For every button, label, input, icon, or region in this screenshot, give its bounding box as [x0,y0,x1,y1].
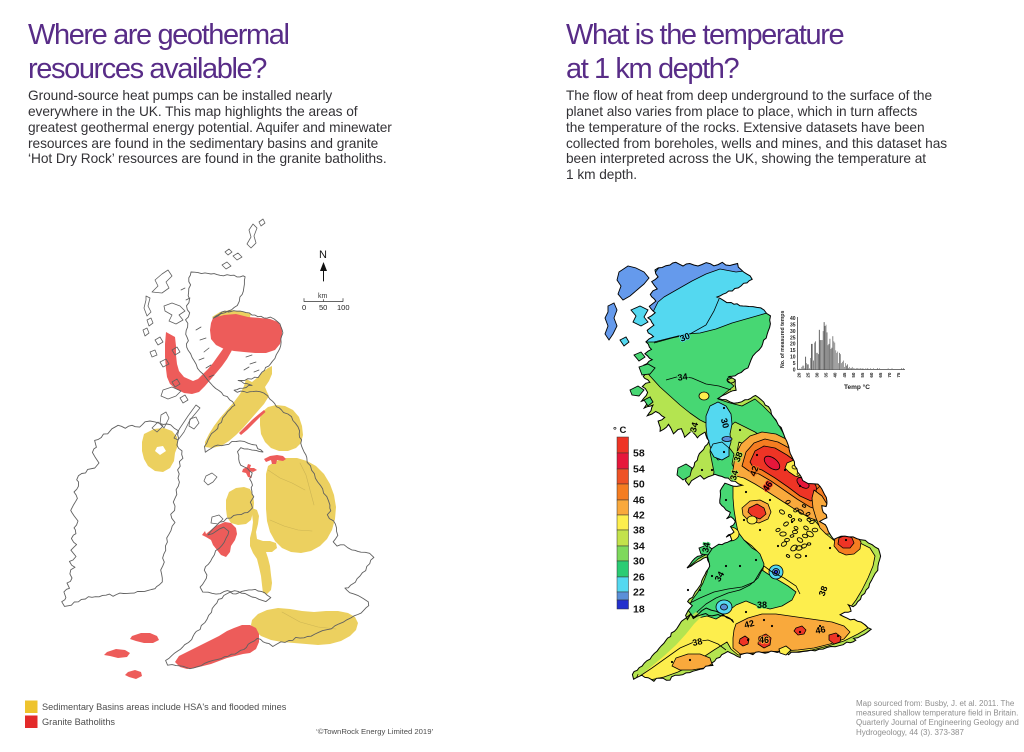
svg-text:‘©TownRock Energy Limited 2019: ‘©TownRock Energy Limited 2019’ [316,727,433,736]
svg-text:30: 30 [790,329,796,335]
svg-text:° C: ° C [613,425,626,436]
svg-text:Quarterly Journal of Engineeri: Quarterly Journal of Engineering Geology… [856,718,1019,727]
svg-text:38: 38 [633,525,645,537]
svg-text:70: 70 [887,372,892,378]
svg-text:30: 30 [815,372,820,378]
svg-text:26: 26 [633,572,645,584]
svg-text:42: 42 [743,618,755,630]
svg-text:22: 22 [633,587,645,599]
svg-text:34: 34 [688,421,700,433]
svg-text:45: 45 [842,372,847,378]
svg-text:30: 30 [633,556,645,568]
svg-text:58: 58 [633,448,645,460]
svg-text:34: 34 [728,469,740,481]
svg-text:46: 46 [759,635,769,645]
svg-text:42: 42 [633,510,645,522]
svg-text:0: 0 [302,303,306,312]
svg-text:5: 5 [793,361,796,367]
svg-text:54: 54 [633,464,645,476]
svg-text:38: 38 [757,600,767,610]
svg-text:65: 65 [878,372,883,378]
svg-text:25: 25 [790,335,796,341]
svg-text:46: 46 [633,495,645,507]
svg-text:N: N [319,249,327,261]
svg-text:20: 20 [797,372,802,378]
svg-text:60: 60 [869,372,874,378]
svg-text:35: 35 [824,372,829,378]
svg-text:38: 38 [732,450,745,463]
svg-text:0: 0 [793,367,796,373]
svg-text:No. of measured temps: No. of measured temps [780,311,786,368]
svg-text:38: 38 [691,636,703,648]
svg-text:20: 20 [790,342,796,348]
svg-text:46: 46 [815,624,827,636]
svg-text:30: 30 [678,331,691,344]
svg-text:km: km [318,293,328,300]
svg-text:Map sourced from: Busby, J. et: Map sourced from: Busby, J. et al. 2011.… [856,699,1015,708]
svg-text:50: 50 [319,303,327,312]
svg-text:34: 34 [677,371,688,382]
svg-text:15: 15 [790,348,796,354]
svg-text:Temp °C: Temp °C [844,383,870,391]
svg-text:Hydrogeology, 44 (3). 373-387: Hydrogeology, 44 (3). 373-387 [856,728,964,737]
svg-text:50: 50 [851,372,856,378]
svg-text:measured shallow temperature f: measured shallow temperature field in Br… [856,709,1018,718]
svg-text:10: 10 [790,355,796,361]
svg-text:42: 42 [748,465,761,478]
svg-text:34: 34 [633,541,645,553]
svg-text:18: 18 [633,604,645,616]
svg-text:100: 100 [337,303,350,312]
svg-text:30: 30 [719,417,731,429]
svg-text:35: 35 [790,323,796,329]
svg-text:25: 25 [806,372,811,378]
svg-text:40: 40 [790,316,796,322]
svg-text:75: 75 [896,372,901,378]
svg-text:55: 55 [860,372,865,378]
svg-text:34: 34 [700,542,712,554]
svg-text:50: 50 [633,479,645,491]
svg-text:40: 40 [833,372,838,378]
svg-text:38: 38 [817,585,830,598]
svg-text:Sedimentary Basins areas inclu: Sedimentary Basins areas include HSA's a… [42,702,287,712]
svg-text:Granite Batholiths: Granite Batholiths [42,717,115,727]
